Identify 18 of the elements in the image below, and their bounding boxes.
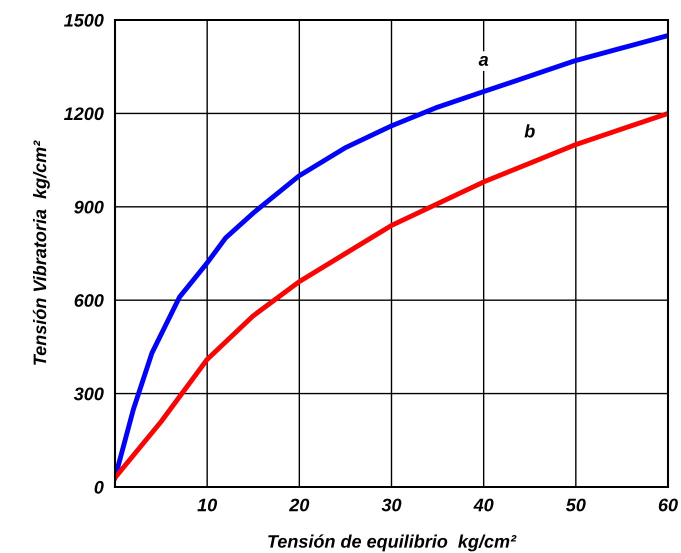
y-axis-title: Tensión Vibratoria kg/cm² [32,140,50,365]
x-axis-title: Tensión de equilibrio kg/cm² [268,534,516,552]
series-label: a [478,56,488,66]
y-tick-label: 0 [94,480,104,494]
y-tick-label: 1200 [64,107,104,120]
y-tick-label: 900 [74,200,104,214]
x-tick-label: 40 [473,498,494,512]
y-tick-label: 600 [74,294,104,307]
y-tick-label: 300 [74,388,104,400]
series-label: b [524,124,535,138]
x-tick-label: 30 [382,498,402,512]
line-series [115,33,668,480]
x-tick-label: 20 [289,498,310,512]
x-tick-label: 60 [658,498,678,512]
x-tick-label: 10 [197,498,218,512]
line-series [115,110,668,480]
y-tick-label: 1500 [64,14,104,27]
x-tick-label: 50 [566,498,586,512]
